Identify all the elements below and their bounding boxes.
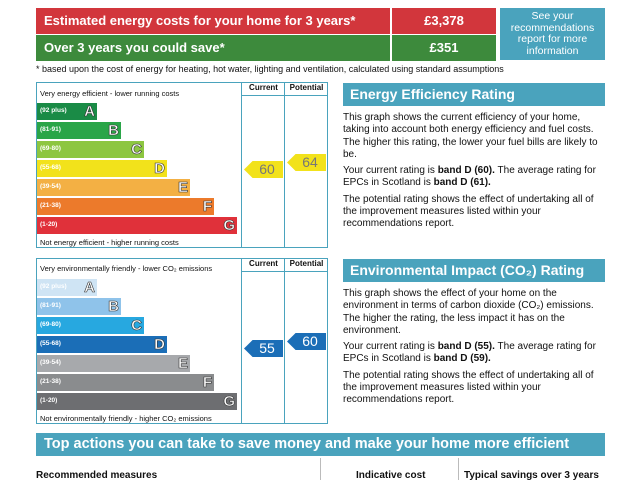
savings-row: Over 3 years you could save* £351 bbox=[36, 35, 496, 61]
env-top-caption: Very environmentally friendly - lower CO… bbox=[40, 264, 213, 273]
band-range: (55-68) bbox=[40, 164, 61, 171]
potential-header: Potential bbox=[289, 259, 324, 268]
band-range: (92 plus) bbox=[40, 107, 67, 114]
energy-efficiency-chart: Current Potential Very energy efficient … bbox=[36, 82, 328, 248]
env-panel-p1: This graph shows the effect of your home… bbox=[343, 288, 594, 336]
band-range: (1-20) bbox=[40, 221, 58, 228]
band-range: (55-68) bbox=[40, 340, 61, 347]
energy-bottom-caption: Not energy efficient - higher running co… bbox=[40, 238, 179, 247]
band-letter: D bbox=[154, 336, 165, 354]
band-range: (81-91) bbox=[40, 126, 61, 133]
band-letter: F bbox=[202, 374, 213, 392]
band-g-bar: (1-20) G bbox=[37, 393, 237, 410]
band-letter: B bbox=[108, 122, 119, 140]
band-letter: F bbox=[202, 198, 213, 216]
band-range: (69-80) bbox=[40, 145, 61, 152]
band-c-bar: (69-80) C bbox=[37, 317, 144, 334]
typical-savings-header: Typical savings over 3 years bbox=[464, 470, 599, 480]
band-letter: C bbox=[131, 141, 142, 159]
estimated-costs-label: Estimated energy costs for your home for… bbox=[36, 8, 390, 34]
see-recommendations-link[interactable]: See your recommendations report for more… bbox=[500, 8, 605, 60]
env-panel-title: Environmental Impact (CO₂) Rating bbox=[343, 259, 605, 282]
env-bottom-caption: Not environmentally friendly - higher CO… bbox=[40, 414, 212, 423]
current-rating-arrow: 55 bbox=[244, 340, 283, 357]
band-range: (81-91) bbox=[40, 302, 61, 309]
band-letter: A bbox=[84, 279, 95, 297]
band-range: (39-54) bbox=[40, 359, 61, 366]
band-range: (69-80) bbox=[40, 321, 61, 328]
band-letter: C bbox=[131, 317, 142, 335]
band-e-bar: (39-54) E bbox=[37, 355, 190, 372]
current-header: Current bbox=[249, 83, 278, 92]
band-letter: B bbox=[108, 298, 119, 316]
top-actions-banner: Top actions you can take to save money a… bbox=[36, 433, 605, 456]
estimated-costs-row: Estimated energy costs for your home for… bbox=[36, 8, 496, 34]
band-a-bar: (92 plus) A bbox=[37, 103, 97, 120]
savings-label: Over 3 years you could save* bbox=[36, 35, 390, 61]
env-panel-p2: Your current rating is band D (55). The … bbox=[343, 341, 596, 365]
indicative-cost-header: Indicative cost bbox=[356, 470, 426, 480]
band-d-bar: (55-68) D bbox=[37, 336, 167, 353]
band-range: (1-20) bbox=[40, 397, 58, 404]
band-f-bar: (21-38) F bbox=[37, 374, 214, 391]
band-letter: G bbox=[223, 393, 235, 411]
energy-top-caption: Very energy efficient - lower running co… bbox=[40, 89, 180, 98]
energy-panel-p1: This graph shows the current efficiency … bbox=[343, 112, 598, 160]
energy-panel-p2: Your current rating is band D (60). The … bbox=[343, 165, 596, 189]
band-letter: A bbox=[84, 103, 95, 121]
cost-footnote: * based upon the cost of energy for heat… bbox=[36, 64, 504, 74]
band-letter: E bbox=[177, 355, 189, 373]
band-g-bar: (1-20) G bbox=[37, 217, 237, 234]
env-panel-text: This graph shows the effect of your home… bbox=[343, 288, 605, 411]
energy-panel-p3: The potential rating shows the effect of… bbox=[343, 193, 594, 230]
potential-rating-arrow: 60 bbox=[287, 333, 326, 350]
current-header: Current bbox=[249, 259, 278, 268]
energy-panel-title: Energy Efficiency Rating bbox=[343, 83, 605, 106]
band-d-bar: (55-68) D bbox=[37, 160, 167, 177]
potential-rating-arrow: 64 bbox=[287, 154, 326, 171]
band-a-bar: (92 plus) A bbox=[37, 279, 97, 296]
band-range: (21-38) bbox=[40, 202, 61, 209]
recommended-measures-header: Recommended measures bbox=[36, 470, 158, 480]
env-panel-p3: The potential rating shows the effect of… bbox=[343, 369, 594, 406]
band-e-bar: (39-54) E bbox=[37, 179, 190, 196]
environmental-impact-chart: Current Potential Very environmentally f… bbox=[36, 258, 328, 424]
band-f-bar: (21-38) F bbox=[37, 198, 214, 215]
band-b-bar: (81-91) B bbox=[37, 122, 121, 139]
estimated-costs-value: £3,378 bbox=[392, 8, 496, 34]
band-letter: G bbox=[223, 217, 235, 235]
band-letter: E bbox=[177, 179, 189, 197]
potential-header: Potential bbox=[289, 83, 324, 92]
band-range: (92 plus) bbox=[40, 283, 67, 290]
band-b-bar: (81-91) B bbox=[37, 298, 121, 315]
energy-panel-text: This graph shows the current efficiency … bbox=[343, 112, 605, 235]
savings-value: £351 bbox=[392, 35, 496, 61]
band-range: (21-38) bbox=[40, 378, 61, 385]
band-range: (39-54) bbox=[40, 183, 61, 190]
band-c-bar: (69-80) C bbox=[37, 141, 144, 158]
band-letter: D bbox=[154, 160, 165, 178]
current-rating-arrow: 60 bbox=[244, 161, 283, 178]
